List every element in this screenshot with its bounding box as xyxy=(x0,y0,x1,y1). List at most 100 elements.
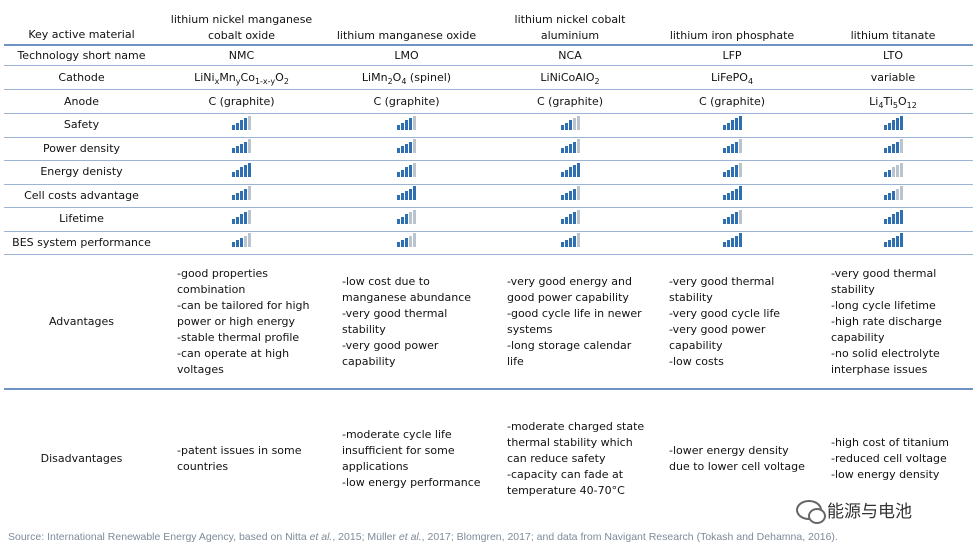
rating-bar xyxy=(734,188,738,201)
rating-bar xyxy=(572,165,576,177)
rating-bar xyxy=(413,115,416,130)
watermark-text: 能源与电池 xyxy=(827,502,912,522)
header-row: Key active material lithium nickel manga… xyxy=(4,8,973,46)
rating-bar xyxy=(232,195,235,201)
rating-bar xyxy=(560,195,564,201)
rating-bar xyxy=(730,120,734,130)
rating-label: Lifetime xyxy=(59,212,104,226)
text-cell: -very good thermal stability -very good c… xyxy=(669,274,781,368)
material-lto: lithium titanate xyxy=(850,29,936,42)
rating-bar xyxy=(572,235,576,248)
rating-bar xyxy=(730,190,734,201)
rating-bar xyxy=(240,167,243,177)
rating-bar xyxy=(730,143,734,154)
source-note: Source: International Renewable Energy A… xyxy=(8,531,838,543)
formula-cell: C (graphite) xyxy=(536,94,604,108)
rating-bars-icon xyxy=(397,186,416,201)
rating-bar xyxy=(397,195,400,201)
anode-row: Anode C (graphite) C (graphite) C (graph… xyxy=(4,90,973,114)
rating-bar xyxy=(738,233,742,248)
rating-bar xyxy=(734,212,738,224)
rating-bar xyxy=(409,141,412,154)
rating-bar xyxy=(738,115,742,130)
material-lmo: lithium manganese oxide xyxy=(336,29,477,42)
rating-bar xyxy=(576,209,580,224)
rating-bar xyxy=(232,242,235,248)
rating-bar xyxy=(248,209,251,224)
watermark: 能源与电池 xyxy=(796,497,912,524)
rating-bar xyxy=(568,237,572,248)
rating-cell xyxy=(651,209,813,229)
short-name-label: Technology short name xyxy=(17,48,146,62)
rating-bar xyxy=(891,143,895,154)
rating-bar xyxy=(895,235,899,248)
rating-bar xyxy=(576,162,580,177)
short-name-cell: LTO xyxy=(883,48,903,62)
cathode-row: Cathode LiNixMnyCo1-x-yO2 LiMn2O4 (spine… xyxy=(4,66,973,90)
formula-cell: LiMn2O4 (spinel) xyxy=(361,70,452,86)
advantages-label: Advantages xyxy=(48,314,115,328)
rating-bar xyxy=(572,188,576,201)
rating-bar xyxy=(560,148,564,154)
formula-cell: C (graphite) xyxy=(208,94,275,108)
rating-bar xyxy=(244,165,247,177)
rating-bar xyxy=(405,190,408,201)
rating-bar xyxy=(236,193,239,201)
rating-bar xyxy=(576,186,580,201)
rating-bar xyxy=(887,216,891,224)
rating-bars-icon xyxy=(883,115,903,130)
rating-bar xyxy=(240,143,243,154)
rating-bar xyxy=(726,216,730,224)
rating-cell xyxy=(813,115,973,135)
rating-bar xyxy=(730,167,734,177)
rating-cell xyxy=(651,139,813,158)
rating-cell xyxy=(159,139,324,158)
rating-cell xyxy=(489,139,651,158)
rating-label: Safety xyxy=(63,118,100,132)
rating-bar xyxy=(413,186,416,201)
rating-bar xyxy=(413,162,416,177)
rating-cell xyxy=(489,186,651,205)
advantages-row: Advantages -good properties combination -… xyxy=(4,255,973,390)
rating-bar xyxy=(726,240,730,248)
rating-bar xyxy=(409,165,412,177)
rating-bar xyxy=(236,146,239,154)
rating-bar xyxy=(726,146,730,154)
rating-cell xyxy=(324,233,489,252)
rating-bar xyxy=(248,186,251,201)
rating-bar xyxy=(568,190,572,201)
rating-bars-icon xyxy=(722,162,742,177)
rating-cell xyxy=(489,209,651,229)
rating-bars-icon xyxy=(232,233,251,248)
rating-bar xyxy=(232,171,235,177)
rating-bar xyxy=(895,188,899,201)
rating-bar xyxy=(564,169,568,177)
rating-bar xyxy=(891,237,895,248)
rating-bar xyxy=(560,124,564,130)
rating-bar xyxy=(244,141,247,154)
rating-bar xyxy=(734,141,738,154)
rating-bars-icon xyxy=(397,162,416,177)
rating-bars-icon xyxy=(883,162,903,177)
rating-bar xyxy=(232,148,235,154)
rating-bar xyxy=(887,240,891,248)
rating-bars-icon xyxy=(883,209,903,224)
rating-bar xyxy=(564,240,568,248)
rating-bar xyxy=(734,118,738,130)
rating-bar xyxy=(734,165,738,177)
rating-bar xyxy=(891,167,895,177)
rating-row: BES system performance xyxy=(4,232,973,255)
rating-bars-icon xyxy=(560,162,580,177)
text-cell: -high cost of titanium -reduced cell volt… xyxy=(831,435,950,481)
rating-bar xyxy=(236,122,239,130)
rating-cell xyxy=(813,139,973,158)
text-cell: -moderate cycle life insufficient for so… xyxy=(342,427,481,489)
formula-cell: LiFePO4 xyxy=(710,70,754,86)
rating-cell xyxy=(324,115,489,135)
rating-bar xyxy=(572,141,576,154)
rating-bar xyxy=(883,171,887,177)
rating-bar xyxy=(240,237,243,248)
formula-cell: LiNixMnyCo1-x-yO2 xyxy=(194,70,289,86)
rating-bar xyxy=(560,171,564,177)
rating-cell xyxy=(651,186,813,205)
